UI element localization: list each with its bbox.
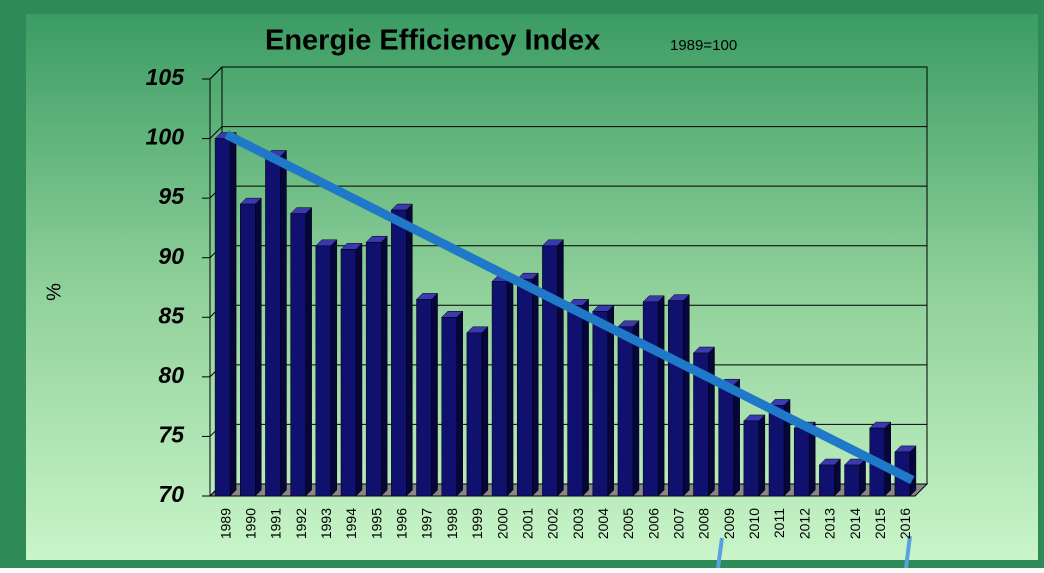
bar: [793, 427, 810, 497]
bar-side: [909, 445, 917, 497]
chart-title: Energie Efficiency Index: [265, 25, 600, 57]
bar-side: [657, 295, 665, 497]
trend-line: [224, 130, 915, 485]
decoration: [904, 535, 912, 569]
bar-side: [330, 239, 338, 497]
x-tick-label: 2001: [519, 508, 535, 539]
x-tick-label: 1993: [318, 508, 334, 539]
bar-side: [884, 421, 891, 497]
x-tick-label: 1991: [268, 508, 284, 539]
bar-side: [834, 458, 841, 497]
x-tick-label: 1996: [394, 508, 410, 539]
bar: [240, 203, 256, 497]
decoration: [716, 537, 724, 569]
grid-line: [209, 126, 223, 139]
bar-side: [557, 239, 564, 497]
y-tick-label: 80: [158, 362, 184, 388]
y-tick-label: 90: [158, 243, 184, 269]
bar: [718, 384, 734, 497]
x-tick-label: 1998: [444, 508, 460, 539]
x-tick-label: 2011: [771, 508, 787, 538]
bar-side: [683, 294, 690, 497]
bar-side: [531, 272, 539, 497]
x-tick-label: 2004: [595, 508, 611, 539]
bar-side: [859, 458, 866, 497]
y-tick-label: 70: [158, 481, 184, 507]
bar: [315, 245, 332, 497]
x-tick-label: 1989: [217, 508, 233, 539]
y-axis-label: %: [43, 283, 65, 301]
bar-side: [255, 197, 262, 497]
bar-side: [280, 149, 287, 497]
bar-side: [506, 274, 514, 497]
bar-side: [406, 203, 413, 497]
bar: [592, 311, 609, 497]
x-tick-label: 2012: [796, 508, 812, 539]
bar: [340, 249, 357, 497]
bar: [265, 156, 281, 497]
bar: [290, 213, 306, 497]
y-tick-label: 100: [146, 124, 185, 150]
bar-side: [456, 310, 463, 497]
x-tick-label: 2016: [897, 508, 913, 539]
grid-line: [209, 66, 223, 80]
bar: [617, 326, 634, 497]
x-tick-label: 1992: [293, 508, 309, 539]
y-tick-label: 85: [158, 302, 185, 328]
chart-subtitle: 1989=100: [670, 37, 737, 54]
x-tick-label: 1995: [368, 508, 384, 539]
y-tick-label: 95: [158, 183, 185, 209]
y-tick-label: 75: [158, 422, 185, 448]
bar: [844, 464, 860, 497]
x-tick-label: 2014: [847, 508, 863, 539]
bar: [214, 138, 231, 497]
bar: [365, 241, 382, 497]
bar-side: [582, 298, 589, 497]
bar: [542, 245, 558, 497]
bar: [668, 300, 684, 497]
bar: [567, 305, 583, 497]
y-tick-label: 105: [146, 64, 186, 90]
bar: [819, 464, 835, 497]
bar-side: [380, 235, 388, 497]
x-tick-label: 2015: [872, 508, 888, 539]
bar-side: [481, 326, 489, 497]
bar-side: [431, 292, 438, 497]
bar: [491, 281, 508, 497]
bar-side: [708, 346, 715, 497]
x-tick-label: 1997: [419, 508, 435, 539]
x-tick-label: 2007: [671, 508, 687, 539]
x-tick-label: 1994: [343, 508, 359, 539]
x-tick-label: 2000: [494, 508, 510, 539]
x-tick-label: 2008: [696, 508, 712, 539]
bar: [693, 352, 709, 497]
bar: [441, 317, 457, 497]
x-tick-label: 2003: [570, 508, 586, 539]
x-tick-label: 1999: [469, 508, 485, 539]
bar: [642, 301, 659, 497]
x-tick-label: 2013: [822, 508, 838, 539]
bar: [743, 420, 760, 497]
bar-side: [229, 131, 237, 497]
x-tick-label: 2005: [620, 508, 636, 539]
bar: [416, 299, 432, 497]
bar: [768, 405, 785, 497]
bar: [466, 332, 483, 497]
x-tick-label: 2010: [746, 508, 762, 539]
bar: [391, 209, 407, 497]
bar-side: [632, 320, 640, 497]
bar: [516, 278, 533, 497]
bar-side: [305, 207, 312, 497]
bar-side: [758, 414, 766, 497]
x-tick-label: 2002: [545, 508, 561, 539]
x-tick-label: 2009: [721, 508, 737, 539]
x-tick-label: 1990: [242, 508, 258, 539]
bar-side: [355, 242, 363, 497]
x-tick-label: 2006: [645, 508, 661, 539]
